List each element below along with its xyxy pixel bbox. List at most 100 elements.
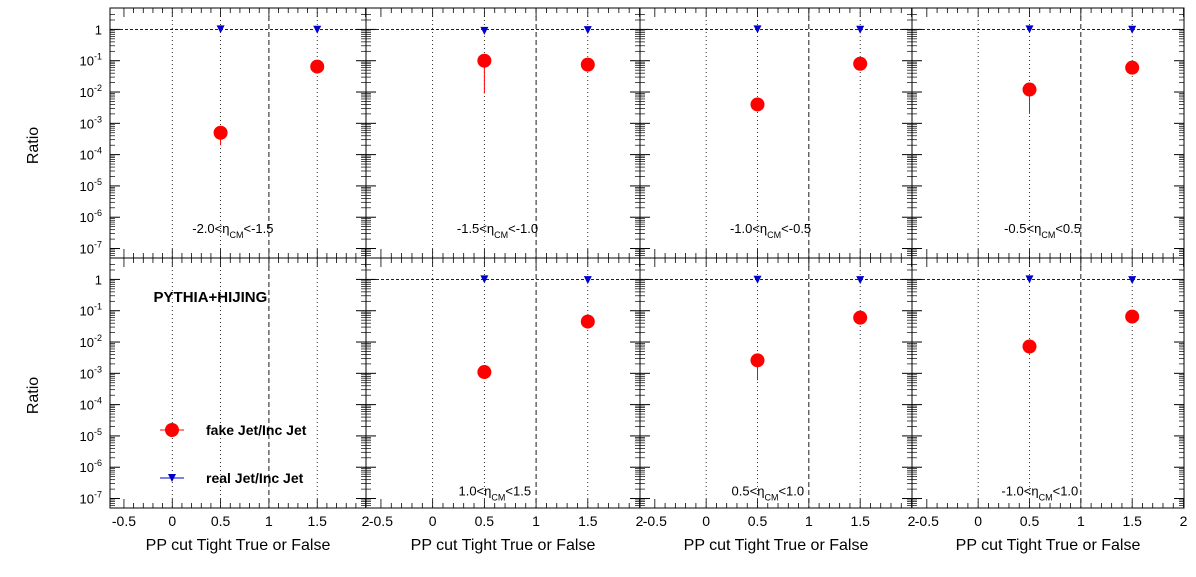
x-tick-label: -0.5	[112, 513, 136, 529]
x-tick-label: 0.5	[1020, 513, 1040, 529]
data-point-real	[753, 25, 762, 34]
panel-top-1: 1 10-1 10-2 10-3 10-4 10-5 10-6 10-7 Ratio -2.0<η…	[25, 7, 367, 259]
panel-frame	[639, 7, 913, 259]
x-tick-label: 1	[1077, 513, 1085, 529]
y-tick-label: 10-4	[80, 396, 102, 413]
eta-range-label: 0.5<ηCM<1.0	[732, 484, 805, 503]
data-point-fake	[213, 125, 228, 140]
data-point-fake	[1022, 82, 1037, 97]
panel-frame	[911, 257, 1185, 509]
x-tick-label: -0.5	[643, 513, 667, 529]
y-tick-label: 1	[95, 22, 102, 37]
x-axis-label: PP cut Tight True or False	[956, 537, 1141, 554]
y-axis-label: Ratio	[25, 377, 42, 414]
data-point-fake	[477, 53, 492, 68]
x-tick-label: 1	[265, 513, 273, 529]
x-tick-label: 1.5	[1122, 513, 1142, 529]
data-point-real	[313, 25, 322, 34]
x-tick-label: 1.5	[850, 513, 870, 529]
x-tick-label: 2	[636, 513, 644, 529]
data-point-fake	[1125, 309, 1140, 324]
data-point-fake	[580, 314, 595, 329]
panel-top-4: -0.5<ηCM<0.5	[911, 7, 1185, 259]
eta-range-label: -1.0<ηCM<-0.5	[730, 221, 811, 240]
data-point-real	[216, 25, 225, 34]
x-tick-label: 0	[974, 513, 982, 529]
data-point-real	[480, 275, 489, 284]
y-tick-label: 10-2	[80, 333, 102, 350]
x-tick-label: 0	[429, 513, 437, 529]
data-point-real	[480, 26, 489, 35]
y-tick-label: 10-1	[80, 52, 102, 69]
panel-top-3: -1.0<ηCM<-0.5	[639, 7, 913, 259]
y-tick-label: 10-3	[80, 114, 102, 131]
data-point-real	[753, 275, 762, 284]
y-tick-label: 10-5	[80, 177, 102, 194]
data-point-real	[856, 25, 865, 34]
legend-label-fake: fake Jet/Inc Jet	[206, 422, 307, 438]
eta-range-label: -1.5<ηCM<-1.0	[457, 221, 538, 240]
x-tick-label: 0.5	[211, 513, 231, 529]
x-axis-label: PP cut Tight True or False	[146, 537, 331, 554]
y-tick-label: 10-1	[80, 302, 102, 319]
legend-marker-real	[168, 474, 176, 482]
data-point-real	[1025, 25, 1034, 34]
data-point-real	[856, 276, 865, 285]
x-tick-label: 1	[805, 513, 813, 529]
x-axis-label: PP cut Tight True or False	[411, 537, 596, 554]
generator-label: PYTHIA+HIJING	[154, 289, 268, 306]
eta-range-label: -2.0<ηCM<-1.5	[192, 221, 273, 240]
y-tick-label: 10-7	[80, 490, 102, 507]
panel-frame	[911, 7, 1185, 259]
y-tick-label: 10-4	[80, 146, 102, 163]
panel-top-2: -1.5<ηCM<-1.0	[365, 7, 641, 259]
data-point-fake	[750, 97, 765, 112]
data-point-fake	[310, 59, 325, 74]
panel-frame	[365, 7, 641, 259]
panel-frame	[109, 7, 367, 259]
y-tick-label: 10-3	[80, 364, 102, 381]
data-point-fake	[853, 56, 868, 71]
y-axis-label: Ratio	[25, 127, 42, 164]
panel-bottom-3: -0.5 0 0.5 1 1.5 2 PP cut Tight True or False 0…	[639, 257, 916, 554]
y-tick-label: 10-6	[80, 208, 102, 225]
data-point-fake	[477, 365, 492, 380]
x-tick-label: 2	[1180, 513, 1188, 529]
legend-marker-fake	[165, 423, 179, 437]
x-tick-label: -0.5	[915, 513, 939, 529]
y-tick-label: 10-2	[80, 83, 102, 100]
x-tick-label: 0	[168, 513, 176, 529]
eta-range-label: -0.5<ηCM<0.5	[1004, 221, 1081, 240]
x-tick-label: 2	[908, 513, 916, 529]
x-tick-label: 1.5	[578, 513, 598, 529]
panel-bottom-4: -0.5 0 0.5 1 1.5 2 PP cut Tight True or False -…	[911, 257, 1188, 554]
legend-label-real: real Jet/Inc Jet	[206, 470, 304, 486]
x-tick-label: 2	[362, 513, 370, 529]
x-axis-label: PP cut Tight True or False	[684, 537, 869, 554]
data-point-fake	[853, 310, 868, 325]
x-tick-label: 1.5	[307, 513, 327, 529]
data-point-fake	[1125, 60, 1140, 75]
y-tick-label: 10-7	[80, 240, 102, 257]
x-tick-label: 0	[702, 513, 710, 529]
y-tick-label: 1	[95, 272, 102, 287]
data-point-real	[1128, 276, 1137, 285]
data-point-real	[1025, 275, 1034, 284]
panel-bottom-1: 1 10-1 10-2 10-3 10-4 10-5 10-6 10-7 Ratio -0.5 0 0…	[25, 257, 370, 554]
x-tick-label: 1	[532, 513, 540, 529]
panel-frame	[639, 257, 913, 509]
data-point-real	[1128, 25, 1137, 34]
data-point-real	[583, 26, 592, 35]
x-tick-label: 0.5	[748, 513, 768, 529]
data-point-fake	[1022, 339, 1037, 354]
data-point-fake	[580, 57, 595, 72]
eta-range-label: 1.0<ηCM<1.5	[458, 484, 531, 503]
x-tick-label: 0.5	[475, 513, 495, 529]
data-point-real	[583, 276, 592, 285]
x-tick-label: -0.5	[369, 513, 393, 529]
panel-bottom-2: -0.5 0 0.5 1 1.5 2 PP cut Tight True or False 1…	[365, 257, 644, 554]
y-tick-label: 10-6	[80, 458, 102, 475]
data-point-fake	[750, 353, 765, 368]
